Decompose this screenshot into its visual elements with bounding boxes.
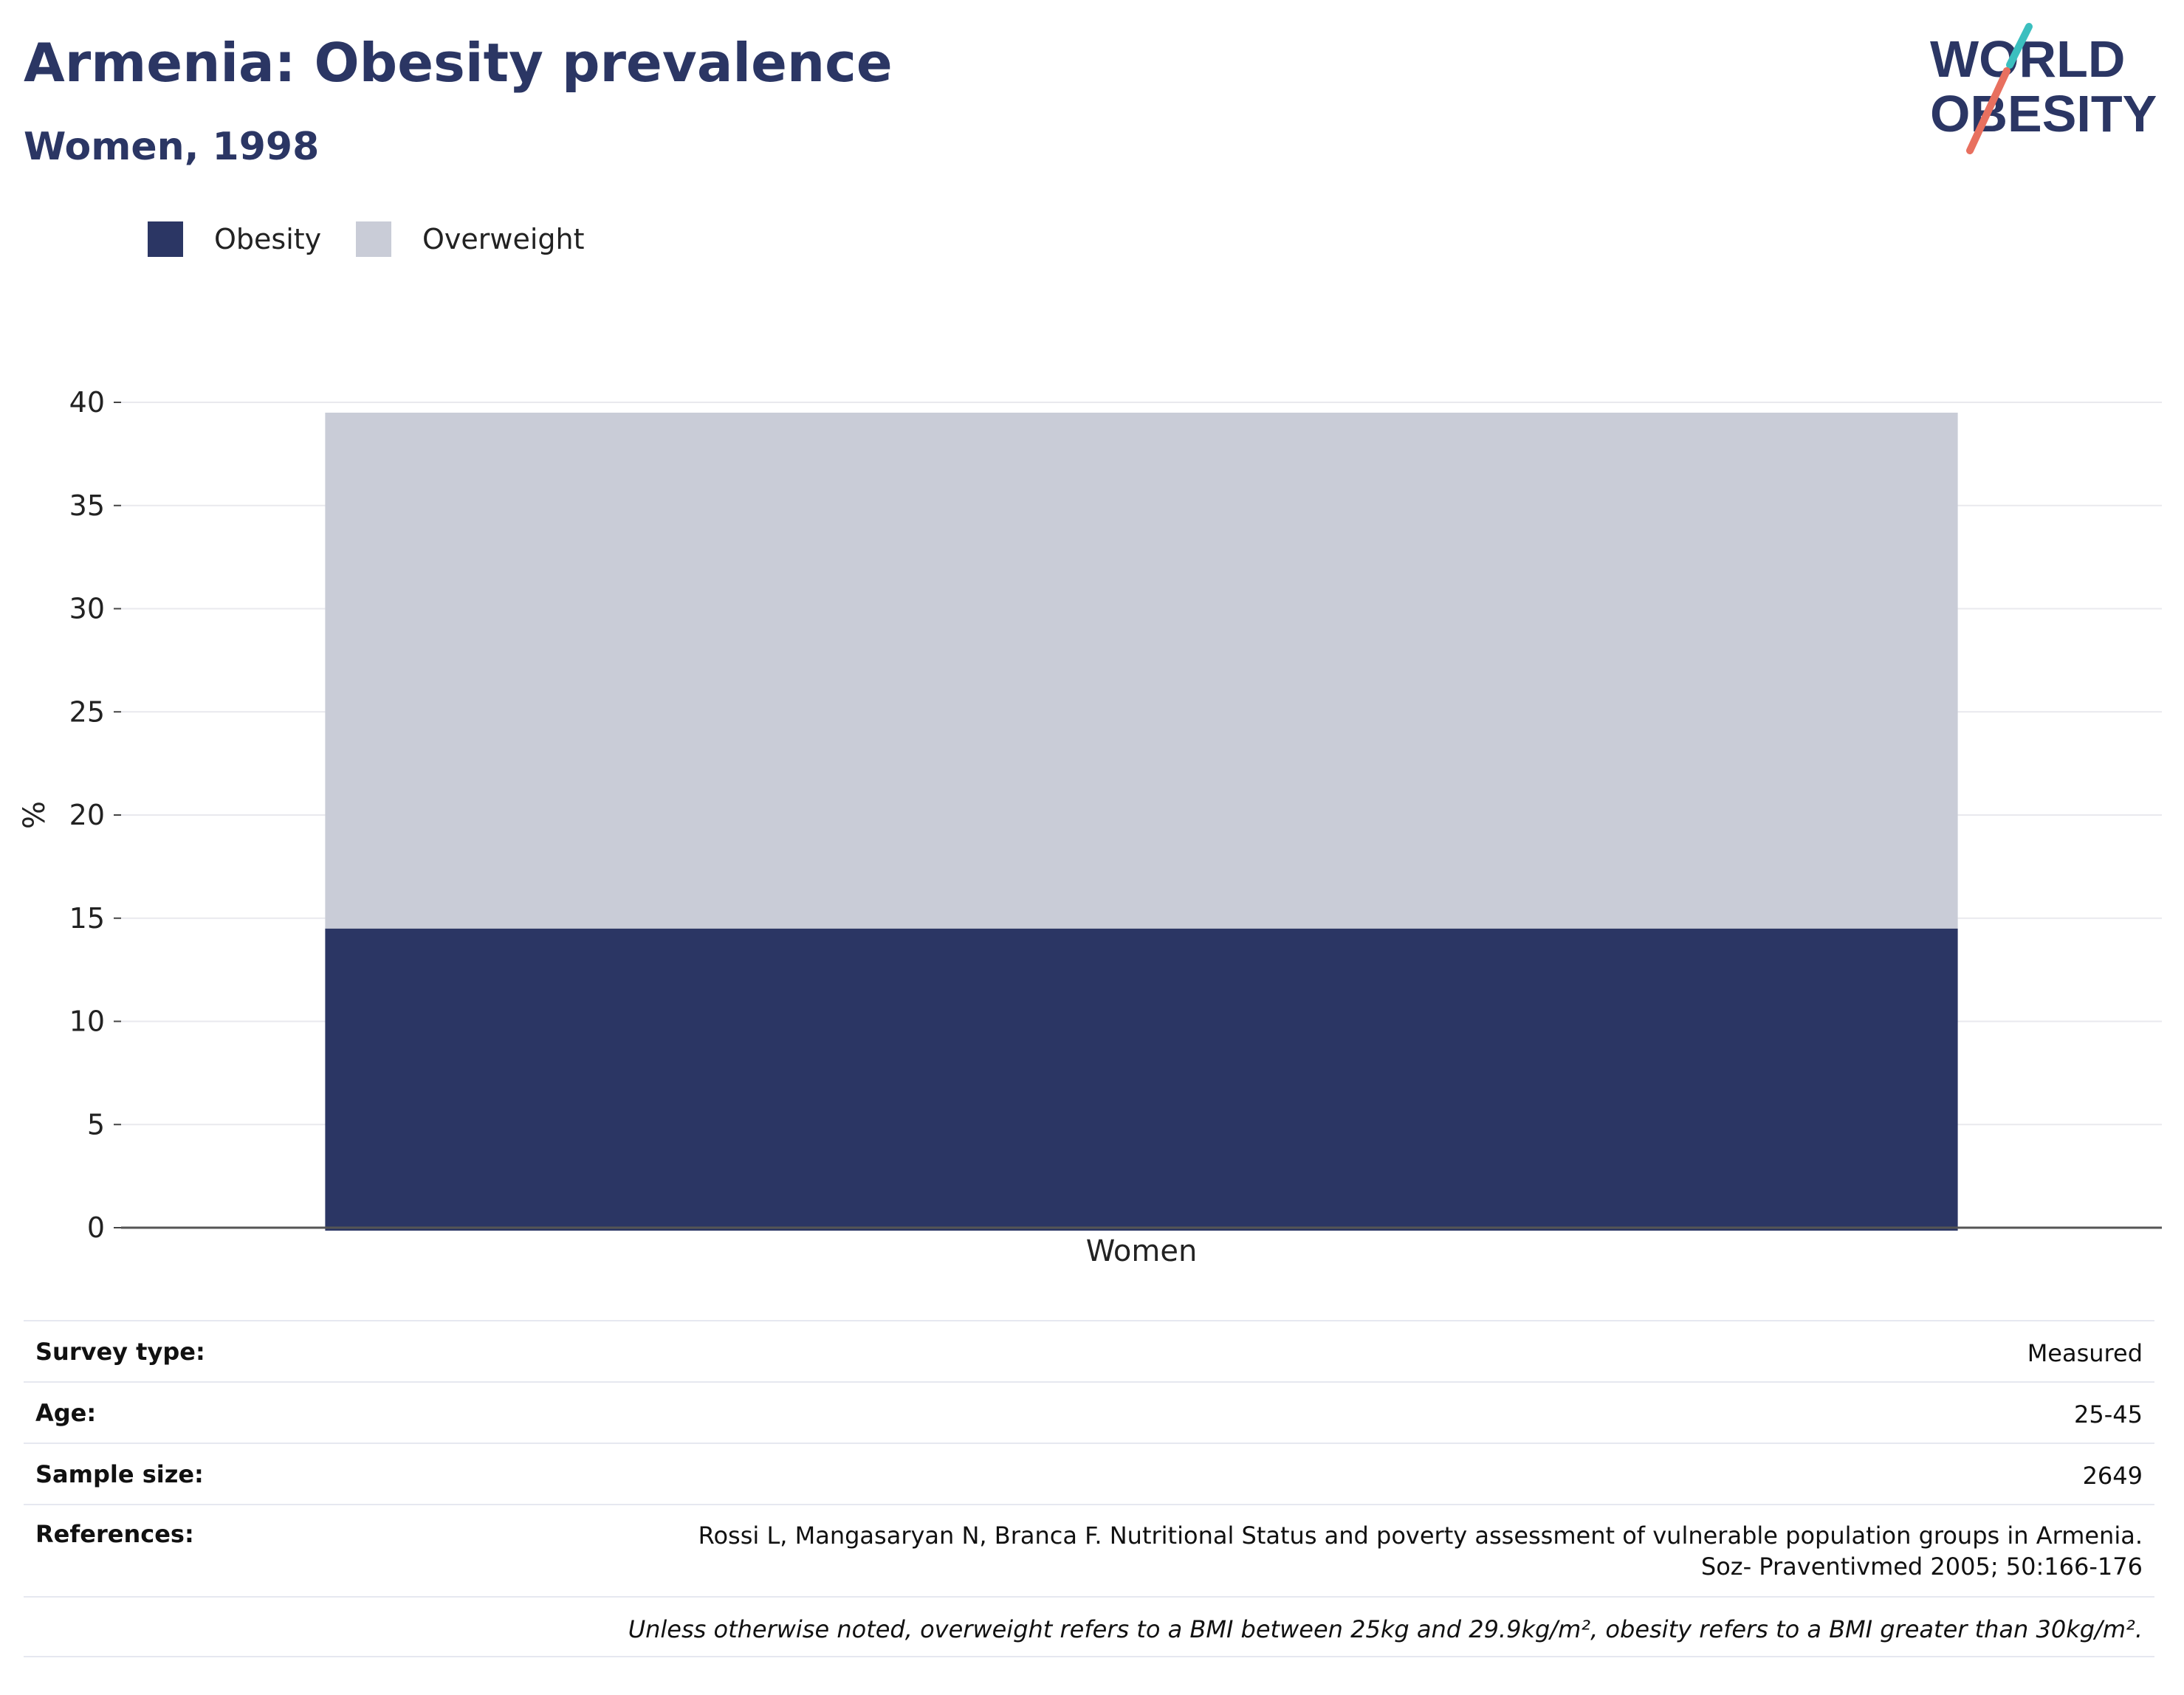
references-label: References: [35, 1520, 194, 1548]
chart-subtitle: Women, 1998 [24, 125, 320, 169]
age-label: Age: [35, 1399, 97, 1427]
logo-line-2: OBESITY [1930, 85, 2157, 142]
logo-slash-coral [1966, 67, 2010, 154]
y-axis-ticks: 0 5 10 15 20 25 30 35 40 [69, 386, 121, 1244]
y-tick-label: 35 [69, 489, 105, 522]
survey-info-table: Survey type: Measured Age: 25-45 Sample … [24, 1320, 2154, 1657]
legend-label-overweight: Overweight [422, 223, 585, 255]
y-tick-label: 0 [87, 1211, 105, 1244]
y-tick-label: 10 [69, 1005, 105, 1038]
y-tick-label: 25 [69, 695, 105, 728]
age-value: 25-45 [2074, 1400, 2143, 1428]
survey-type-label: Survey type: [35, 1338, 205, 1366]
bar-overweight [325, 412, 1958, 929]
y-tick-label: 30 [69, 593, 105, 625]
bars [325, 412, 1958, 1231]
chart-title: Armenia: Obesity prevalence [24, 32, 893, 94]
x-tick-label: Women [1086, 1234, 1198, 1268]
info-row-references: References: Rossi L, Mangasaryan N, Bran… [24, 1504, 2154, 1596]
world-obesity-logo: WORLD OBESITY [1930, 23, 2157, 154]
survey-type-value: Measured [2027, 1339, 2143, 1367]
legend-swatch-overweight [356, 221, 391, 257]
y-tick-label: 15 [69, 902, 105, 935]
y-tick-label: 20 [69, 799, 105, 831]
info-row-sample-size: Sample size: 2649 [24, 1443, 2154, 1504]
logo-slash-teal [2006, 23, 2033, 69]
info-row-note: Unless otherwise noted, overweight refer… [24, 1596, 2154, 1657]
y-tick-label: 5 [87, 1108, 105, 1141]
info-row-survey-type: Survey type: Measured [24, 1320, 2154, 1381]
sample-size-value: 2649 [2082, 1462, 2143, 1490]
info-row-age: Age: 25-45 [24, 1381, 2154, 1443]
legend-label-obesity: Obesity [214, 223, 322, 255]
x-axis-ticks: Women [121, 1226, 2162, 1268]
legend-swatch-obesity [148, 221, 183, 257]
bar-chart: 0 5 10 15 20 25 30 35 40 Women % [18, 386, 2162, 1268]
bmi-definition-note: Unless otherwise noted, overweight refer… [628, 1615, 2143, 1643]
logo-line-1: WORLD [1930, 30, 2125, 88]
y-axis-label: % [18, 801, 52, 829]
references-value: Rossi L, Mangasaryan N, Branca F. Nutrit… [698, 1522, 2143, 1581]
sample-size-label: Sample size: [35, 1460, 204, 1488]
y-tick-label: 40 [69, 386, 105, 419]
bar-obesity [325, 928, 1958, 1231]
